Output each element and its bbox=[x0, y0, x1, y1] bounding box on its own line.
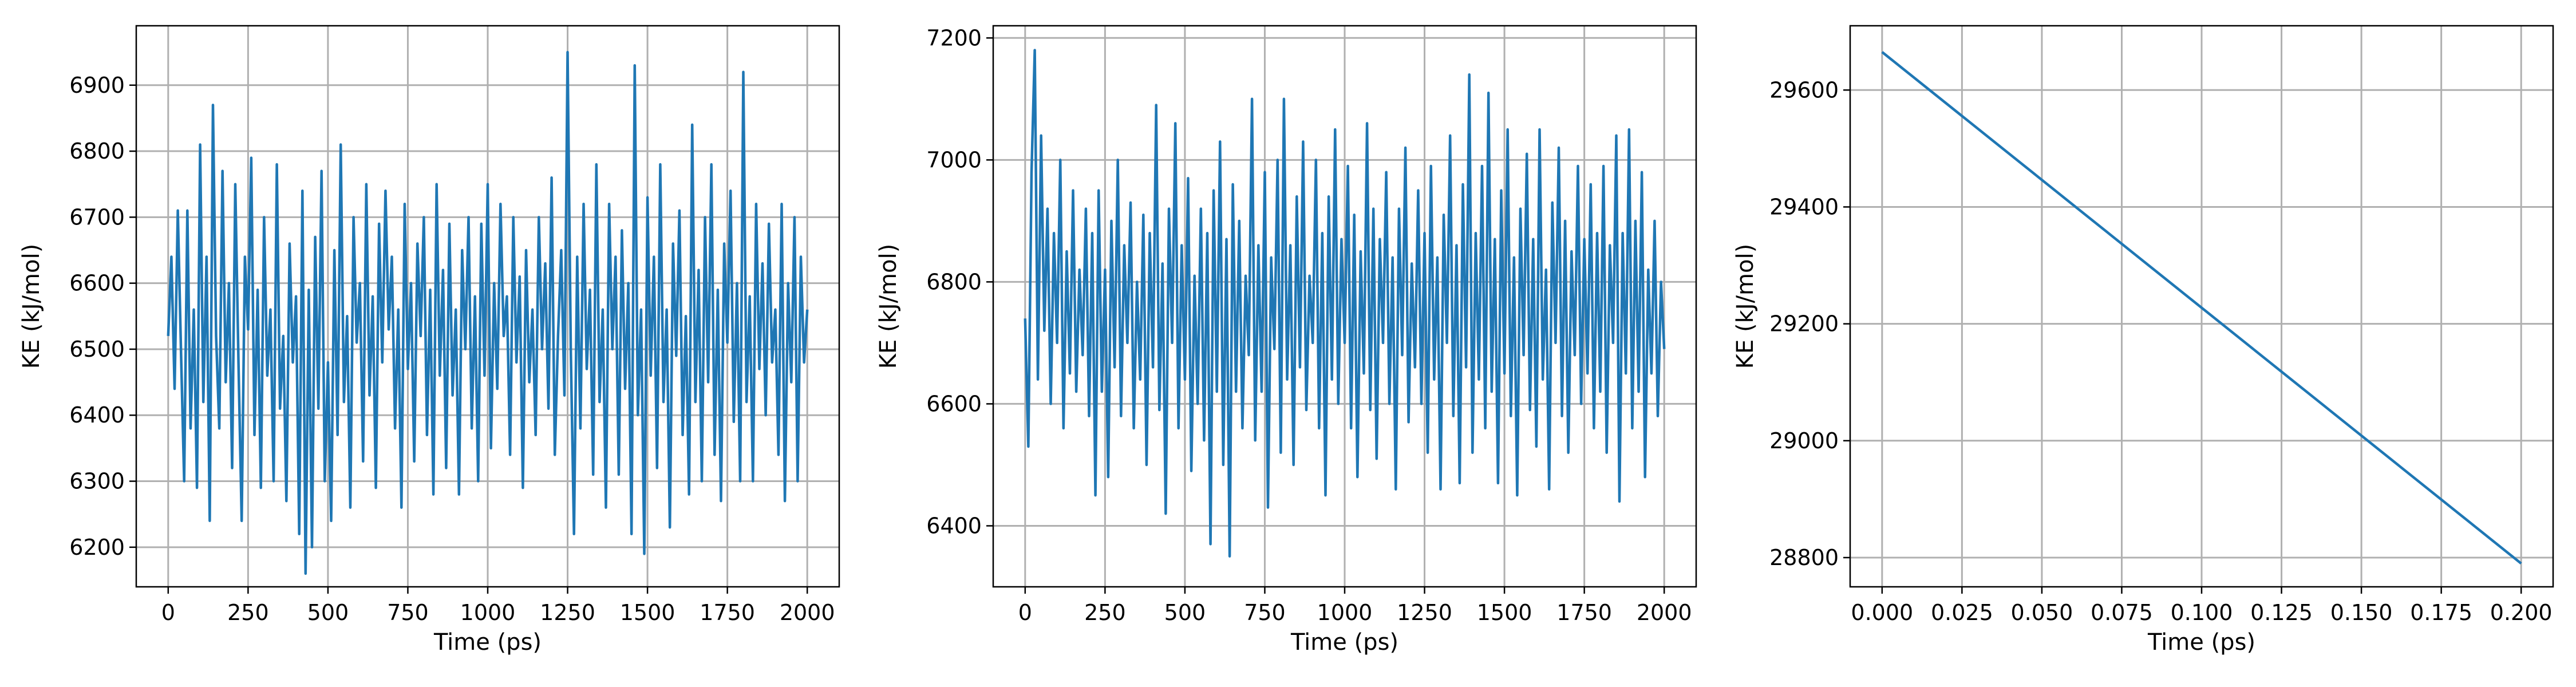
x-tick-label: 0.150 bbox=[2330, 600, 2393, 625]
x-tick-label: 500 bbox=[307, 600, 349, 625]
y-tick-label: 29200 bbox=[1769, 311, 1839, 337]
x-tick-label: 750 bbox=[1244, 600, 1286, 625]
series-line bbox=[1024, 49, 1666, 558]
y-tick-label: 6700 bbox=[69, 204, 125, 230]
y-tick-label: 6200 bbox=[69, 535, 125, 560]
y-tick-label: 29400 bbox=[1769, 194, 1839, 219]
x-tick-label: 0 bbox=[161, 600, 175, 625]
y-tick-label: 29000 bbox=[1769, 428, 1839, 453]
x-tick-label: 1250 bbox=[540, 600, 595, 625]
x-axis-label: Time (ps) bbox=[2147, 629, 2255, 656]
subplot-left: 0 250 500 750 1000 1250 1500 1750 2000 6200 6300 64… bbox=[18, 25, 840, 656]
plot-area-frame bbox=[1849, 25, 2554, 588]
y-tick-label: 6400 bbox=[926, 513, 982, 538]
y-tick-label: 7200 bbox=[926, 25, 982, 50]
y-axis-label: KE (kJ/mol) bbox=[18, 244, 45, 369]
x-tick-label: 0.100 bbox=[2171, 600, 2233, 625]
x-tick-label: 500 bbox=[1164, 600, 1206, 625]
x-tick-label: 250 bbox=[227, 600, 269, 625]
x-tick-label: 0.025 bbox=[1931, 600, 1993, 625]
x-tick-label: 1500 bbox=[1477, 600, 1532, 625]
y-tick-label: 6900 bbox=[69, 73, 125, 98]
x-tick-label: 1000 bbox=[460, 600, 516, 625]
y-tick-label: 7000 bbox=[926, 147, 982, 172]
x-axis-label: Time (ps) bbox=[433, 629, 542, 656]
y-tick-label: 29600 bbox=[1769, 77, 1839, 102]
y-tick-label: 6600 bbox=[926, 391, 982, 416]
x-tick-label: 2000 bbox=[1637, 600, 1692, 625]
y-tick-label: 6400 bbox=[69, 402, 125, 428]
plot-area-frame bbox=[135, 25, 840, 588]
x-tick-label: 0.125 bbox=[2250, 600, 2313, 625]
x-tick-label: 0.200 bbox=[2490, 600, 2553, 625]
x-tick-label: 0.000 bbox=[1851, 600, 1913, 625]
x-tick-label: 0 bbox=[1018, 600, 1032, 625]
x-tick-label: 0.050 bbox=[2011, 600, 2073, 625]
x-tick-label: 1750 bbox=[700, 600, 755, 625]
x-tick-label: 1250 bbox=[1397, 600, 1452, 625]
subplot-right: 0.000 0.025 0.050 0.075 0.100 0.125 0.150 0.175… bbox=[1732, 25, 2554, 656]
x-tick-label: 1000 bbox=[1317, 600, 1373, 625]
x-tick-label: 0.075 bbox=[2091, 600, 2153, 625]
x-tick-label: 2000 bbox=[780, 600, 835, 625]
x-tick-label: 750 bbox=[387, 600, 429, 625]
y-tick-label: 6800 bbox=[69, 139, 125, 164]
y-axis-label: KE (kJ/mol) bbox=[1732, 244, 1759, 369]
y-tick-label: 6500 bbox=[69, 337, 125, 362]
x-axis-label: Time (ps) bbox=[1290, 629, 1398, 656]
plot-area-frame bbox=[992, 25, 1697, 588]
y-tick-label: 6600 bbox=[69, 271, 125, 296]
x-tick-label: 1750 bbox=[1556, 600, 1612, 625]
x-tick-label: 1500 bbox=[620, 600, 675, 625]
y-tick-label: 6800 bbox=[926, 269, 982, 294]
series-line bbox=[1881, 51, 2522, 564]
subplot-middle: 0 250 500 750 1000 1250 1500 1750 2000 6400 6600 68… bbox=[875, 25, 1697, 656]
y-tick-label: 6300 bbox=[69, 469, 125, 494]
y-tick-label: 28800 bbox=[1769, 545, 1839, 570]
y-axis-label: KE (kJ/mol) bbox=[875, 244, 902, 369]
x-tick-label: 0.175 bbox=[2410, 600, 2472, 625]
series-line bbox=[167, 50, 809, 575]
x-tick-label: 250 bbox=[1084, 600, 1126, 625]
